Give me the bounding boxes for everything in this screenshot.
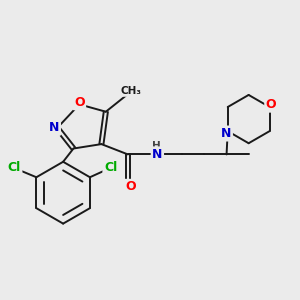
Text: N: N [221, 127, 231, 140]
Text: H: H [152, 141, 161, 151]
Text: Cl: Cl [8, 161, 21, 174]
Text: Cl: Cl [104, 161, 117, 174]
Text: CH₃: CH₃ [121, 85, 142, 95]
Text: O: O [74, 96, 85, 109]
Text: O: O [266, 98, 276, 111]
Text: O: O [125, 180, 136, 193]
Text: N: N [49, 122, 59, 134]
Text: N: N [152, 148, 163, 161]
